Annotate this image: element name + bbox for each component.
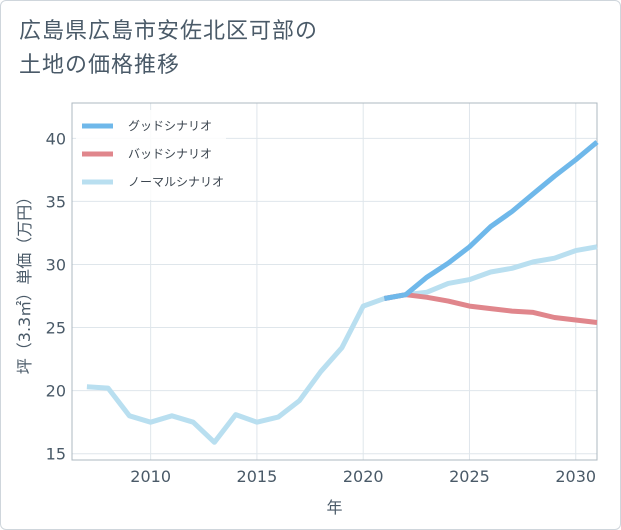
plot-area-frame xyxy=(71,102,598,461)
x-tick-label: 2020 xyxy=(343,467,384,486)
y-tick-label: 35 xyxy=(46,192,66,211)
x-axis-title: 年 xyxy=(326,498,342,517)
y-tick-label: 40 xyxy=(46,129,66,148)
x-tick-label: 2010 xyxy=(130,467,171,486)
y-tick-label: 30 xyxy=(46,255,66,274)
legend-label: バッドシナリオ xyxy=(128,147,212,161)
x-tick-label: 2025 xyxy=(449,467,490,486)
series-lines xyxy=(86,140,599,445)
chart-title-line-2: 土地の価格推移 xyxy=(19,53,181,78)
chart-title: 広島県広島市安佐北区可部の 土地の価格推移 xyxy=(19,15,579,83)
chart-title-line-1: 広島県広島市安佐北区可部の xyxy=(19,19,319,44)
legend-label: ノーマルシナリオ xyxy=(128,175,224,189)
series-line-2 xyxy=(86,244,598,445)
y-tick-label: 20 xyxy=(46,382,66,401)
x-tick-label: 2030 xyxy=(555,467,596,486)
legend-label: グッドシナリオ xyxy=(128,119,212,133)
y-axis-title: 坪（3.3㎡）単価（万円） xyxy=(15,189,34,374)
series-line-0 xyxy=(383,140,599,301)
y-tick-label: 15 xyxy=(46,445,66,464)
x-tick-label: 2015 xyxy=(237,467,278,486)
series-line-1 xyxy=(383,292,598,325)
y-tick-label: 25 xyxy=(46,319,66,338)
y-axis-tick-labels: 15 20 25 30 35 40 xyxy=(46,129,66,463)
x-axis-tick-labels: 2010 2015 2020 2025 2030 xyxy=(130,467,596,486)
